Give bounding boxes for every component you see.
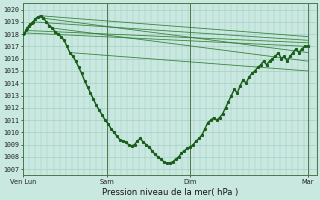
X-axis label: Pression niveau de la mer( hPa ): Pression niveau de la mer( hPa ) <box>102 188 238 197</box>
